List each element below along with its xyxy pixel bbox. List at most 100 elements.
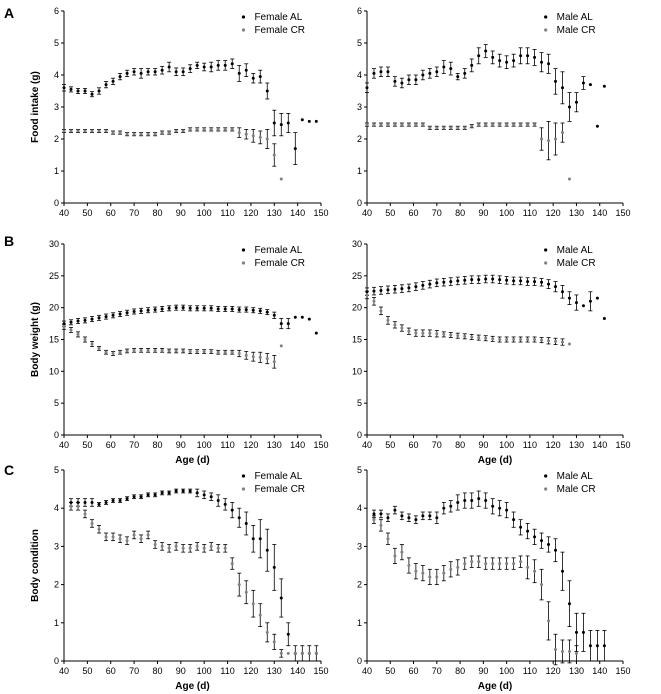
data-point (519, 525, 523, 529)
y-tick-label: 5 (357, 465, 362, 475)
y-tick-label: 4 (54, 503, 59, 513)
data-point (393, 508, 397, 512)
y-tick-label: 5 (357, 398, 362, 408)
data-point (442, 126, 446, 130)
data-point (505, 508, 509, 512)
data-point (111, 499, 115, 503)
data-point (400, 550, 404, 554)
data-point (498, 123, 502, 127)
data-point (456, 75, 460, 79)
data-point (216, 546, 220, 550)
data-point (533, 123, 537, 127)
data-point (602, 644, 606, 648)
data-point (209, 350, 213, 354)
data-point (421, 514, 425, 518)
data-point (512, 518, 516, 522)
x-tick-label: 90 (176, 208, 186, 218)
data-point (505, 123, 509, 127)
legend-label: Male CR (557, 25, 596, 36)
data-point (386, 318, 390, 322)
data-point (251, 134, 255, 138)
data-point (414, 569, 418, 573)
data-point (76, 89, 80, 93)
data-point (279, 651, 283, 655)
data-point (230, 127, 234, 131)
series-male-al (371, 490, 607, 662)
data-point (139, 309, 143, 313)
data-point (372, 123, 376, 127)
data-point (379, 512, 383, 516)
x-tick-label: 150 (615, 440, 630, 450)
y-tick-label: 5 (54, 465, 59, 475)
data-point (83, 338, 87, 341)
legend-marker (241, 248, 246, 252)
legend-label: Female CR (254, 484, 305, 495)
x-tick-label: 60 (409, 440, 419, 450)
data-point (554, 137, 558, 141)
data-point (216, 307, 220, 311)
data-point (491, 337, 495, 341)
data-point (132, 495, 136, 499)
data-point (400, 81, 404, 85)
chart-panel-b-right: 0 5 10 15 20 25 30 40 50 60 70 80 90 100 110 120 130 140 1… (352, 239, 631, 466)
data-point (118, 537, 122, 541)
data-point (244, 68, 248, 72)
legend-marker (544, 248, 548, 252)
data-point (188, 489, 192, 493)
y-tick-label: 15 (352, 335, 362, 345)
data-point (435, 516, 439, 520)
data-point (209, 65, 213, 69)
data-point (153, 348, 157, 352)
legend-label: Female AL (254, 471, 302, 482)
x-tick-label: 70 (432, 666, 442, 676)
data-point (69, 320, 73, 324)
y-tick-label: 4 (357, 70, 362, 80)
legend-label: Female AL (254, 12, 302, 23)
data-point (456, 500, 460, 504)
data-point (216, 127, 220, 131)
data-point (153, 70, 157, 74)
data-point (279, 596, 283, 600)
data-point (519, 54, 523, 58)
data-point (265, 89, 269, 93)
data-point (139, 132, 143, 136)
legend-label: Male AL (557, 12, 594, 23)
data-point (195, 127, 199, 131)
x-axis-title: Age (d) (478, 681, 512, 692)
data-point (560, 340, 564, 344)
data-point (62, 129, 66, 133)
data-point (407, 329, 411, 333)
data-point (223, 350, 227, 354)
data-point (314, 119, 318, 123)
data-point (386, 70, 390, 74)
data-point (435, 332, 439, 336)
x-tick-label: 80 (455, 666, 465, 676)
x-tick-label: 120 (243, 208, 258, 218)
data-point (491, 562, 495, 566)
data-point (104, 535, 108, 539)
data-point (272, 313, 276, 317)
y-tick-label: 6 (54, 6, 59, 16)
data-point (588, 83, 592, 87)
data-point (272, 640, 276, 644)
x-tick-label: 80 (455, 208, 465, 218)
data-point (216, 499, 220, 503)
data-point (498, 59, 502, 63)
data-point (118, 131, 122, 135)
data-point (505, 278, 509, 282)
x-tick-label: 110 (523, 440, 537, 450)
series-female-al (62, 304, 318, 335)
data-point (69, 328, 73, 332)
x-tick-label: 90 (478, 440, 488, 450)
data-point (174, 70, 178, 74)
data-point (223, 502, 227, 506)
data-point (118, 75, 122, 79)
data-point (223, 63, 227, 67)
data-point (125, 349, 129, 353)
data-point (512, 59, 516, 63)
data-point (160, 348, 164, 352)
x-tick-label: 140 (290, 208, 305, 218)
data-point (567, 105, 571, 109)
legend-marker (241, 474, 246, 478)
